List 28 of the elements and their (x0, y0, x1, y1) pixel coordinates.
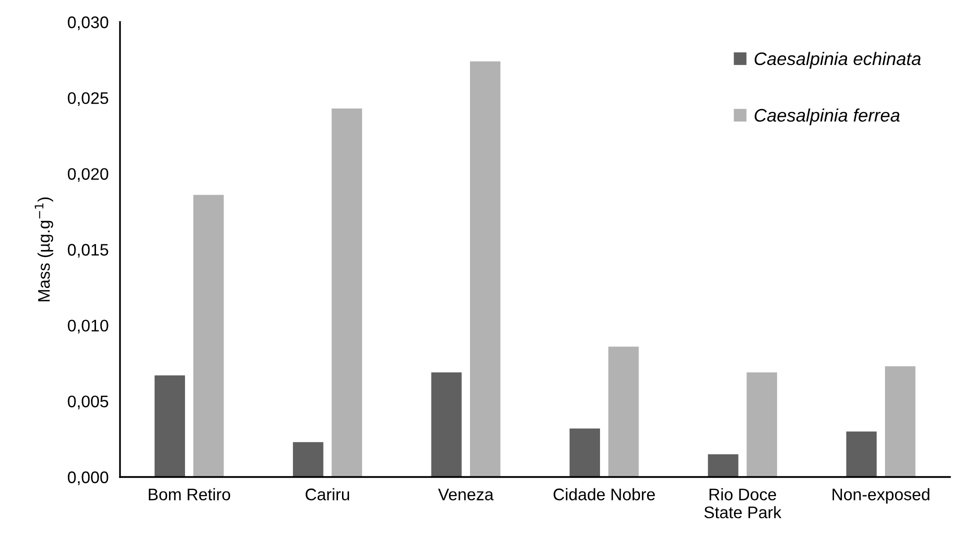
bar (746, 372, 778, 477)
x-tick-label: Rio Doce State Park (704, 488, 782, 518)
x-tick-label: Cidade Nobre (554, 488, 655, 500)
bar (708, 454, 738, 477)
bar (154, 375, 186, 477)
legend-label: Caesalpinia ferrea (754, 108, 900, 126)
x-tick-label: Non-exposed (832, 488, 930, 504)
y-tick-label: 0,025 (68, 92, 108, 106)
x-tick-label: Veneza (438, 488, 494, 500)
bar (292, 442, 324, 477)
y-tick-label: 0,010 (68, 320, 108, 334)
bar (431, 372, 462, 477)
x-tick-label: Cariru (306, 488, 350, 500)
y-tick-label: 0,020 (68, 168, 108, 182)
legend-label: Caesalpinia echinata (754, 52, 921, 69)
bar (470, 61, 500, 477)
bar (846, 432, 877, 477)
bar (193, 194, 224, 477)
y-tick-label: 0,015 (68, 244, 108, 258)
y-tick-label: 0,030 (68, 16, 108, 30)
y-axis-title: Mass (µg.g$^{−1}$) (34, 197, 54, 302)
bar (570, 428, 600, 477)
bar (608, 346, 639, 477)
x-tick-label: Bom Retiro (148, 488, 230, 500)
bar (884, 366, 916, 477)
y-tick-label: 0,000 (68, 471, 108, 486)
y-tick-label: 0,005 (68, 396, 108, 410)
bar (332, 108, 362, 477)
